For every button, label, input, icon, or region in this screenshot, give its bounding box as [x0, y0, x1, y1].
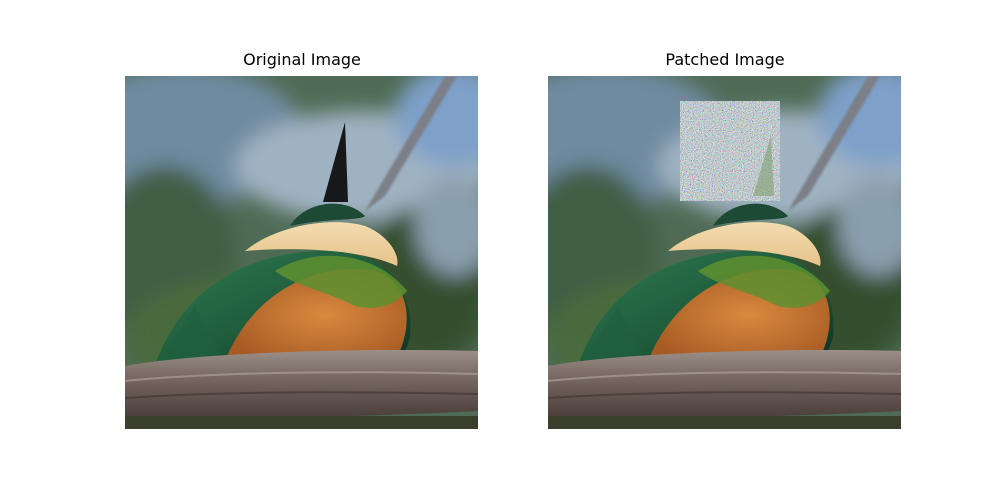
patched-image	[548, 76, 901, 429]
adversarial-patch	[680, 101, 780, 201]
original-image-panel: Original Image	[125, 0, 479, 500]
panel-title: Patched Image	[665, 50, 785, 69]
patched-image-panel: Patched Image	[548, 0, 902, 500]
panel-title: Original Image	[243, 50, 361, 69]
kingfisher-photo	[125, 76, 478, 429]
kingfisher-photo-with-adversarial-patch	[548, 76, 901, 429]
original-image	[125, 76, 478, 429]
